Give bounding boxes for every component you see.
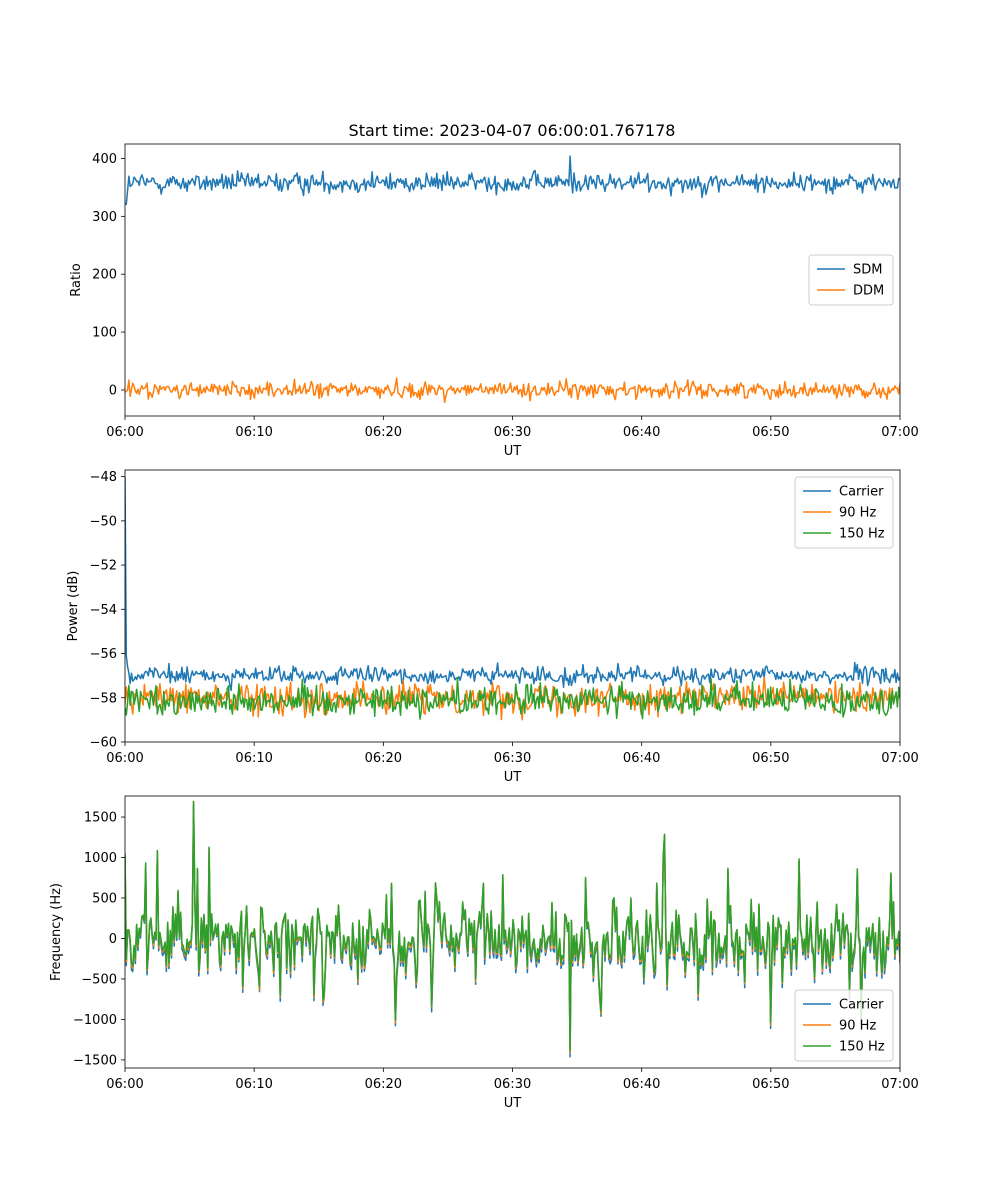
x-tick-label: 06:50 <box>752 751 789 766</box>
series-group <box>125 155 900 404</box>
y-tick-label: 100 <box>92 326 117 341</box>
legend: Carrier 90 Hz 150 Hz <box>794 989 894 1062</box>
x-axis-label: UT <box>504 444 522 459</box>
series-group <box>125 476 900 721</box>
x-tick-label: 06:20 <box>365 425 402 440</box>
x-tick-label: 06:40 <box>623 1077 660 1092</box>
series-line-150-hz <box>125 676 900 720</box>
series-line-sdm <box>125 155 900 205</box>
x-axis-label: UT <box>504 770 522 785</box>
y-tick-label: 400 <box>92 152 117 167</box>
legend-box <box>808 254 894 306</box>
legend-entry-label: SDM <box>853 263 882 278</box>
x-tick-label: 06:00 <box>106 425 143 440</box>
x-tick-label: 06:20 <box>365 1077 402 1092</box>
y-axis-label: Ratio <box>69 263 84 296</box>
y-tick-label: −58 <box>90 691 117 706</box>
x-tick-label: 07:00 <box>881 1077 918 1092</box>
figure-title: Start time: 2023-04-07 06:00:01.767178 <box>349 121 676 140</box>
legend-entry-label: 90 Hz <box>839 1019 876 1034</box>
y-tick-label: −48 <box>90 470 117 485</box>
series-line-ddm <box>125 377 900 404</box>
y-axis-label: Power (dB) <box>66 571 81 642</box>
y-tick-label: −52 <box>90 559 117 574</box>
legend: Carrier 90 Hz 150 Hz <box>794 476 894 549</box>
y-tick-label: 1000 <box>84 851 117 866</box>
y-tick-label: −1500 <box>73 1053 117 1068</box>
y-tick-label: −50 <box>90 514 117 529</box>
y-tick-label: 0 <box>109 932 117 947</box>
x-tick-label: 06:00 <box>106 1077 143 1092</box>
series-line-150-hz <box>125 800 900 1052</box>
legend-entry-label: 90 Hz <box>839 506 876 521</box>
x-tick-label: 06:10 <box>235 1077 272 1092</box>
y-tick-label: −1000 <box>73 1013 117 1028</box>
y-tick-label: 200 <box>92 268 117 283</box>
legend-entry-label: 150 Hz <box>839 527 885 542</box>
x-axis-label: UT <box>504 1096 522 1111</box>
x-tick-label: 06:20 <box>365 751 402 766</box>
x-tick-label: 06:10 <box>235 425 272 440</box>
legend-entry-label: Carrier <box>839 998 884 1013</box>
y-tick-label: 500 <box>92 892 117 907</box>
chart-panel-2: 06:00 06:10 06:20 06:30 06:40 06:50 07:00 −60 −5… <box>66 469 919 785</box>
legend: SDM DDM <box>808 254 894 306</box>
legend-box <box>794 989 894 1062</box>
legend-entry-label: DDM <box>853 284 884 299</box>
chart-panel-3: 06:00 06:10 06:20 06:30 06:40 06:50 07:00 −1500… <box>49 795 919 1111</box>
y-tick-label: −54 <box>90 603 117 618</box>
x-tick-label: 06:50 <box>752 1077 789 1092</box>
x-tick-label: 06:30 <box>494 751 531 766</box>
y-axis-label: Frequency (Hz) <box>49 883 64 981</box>
legend-box <box>794 476 894 549</box>
x-tick-label: 06:10 <box>235 751 272 766</box>
x-tick-label: 06:30 <box>494 425 531 440</box>
y-tick-label: −56 <box>90 647 117 662</box>
series-line-carrier <box>125 476 900 692</box>
chart-panel-1: 06:00 06:10 06:20 06:30 06:40 06:50 07:00 0 100 2… <box>69 143 919 459</box>
y-tick-label: −60 <box>90 736 117 751</box>
x-tick-label: 07:00 <box>881 751 918 766</box>
y-tick-label: 0 <box>109 383 117 398</box>
y-tick-label: 300 <box>92 210 117 225</box>
x-tick-label: 06:50 <box>752 425 789 440</box>
x-tick-label: 07:00 <box>881 425 918 440</box>
x-tick-label: 06:30 <box>494 1077 531 1092</box>
legend-entry-label: 150 Hz <box>839 1040 885 1055</box>
y-tick-label: −500 <box>81 972 117 987</box>
x-tick-label: 06:00 <box>106 751 143 766</box>
x-tick-label: 06:40 <box>623 425 660 440</box>
series-group <box>125 800 900 1058</box>
x-tick-label: 06:40 <box>623 751 660 766</box>
y-tick-label: 1500 <box>84 811 117 826</box>
legend-entry-label: Carrier <box>839 485 884 500</box>
